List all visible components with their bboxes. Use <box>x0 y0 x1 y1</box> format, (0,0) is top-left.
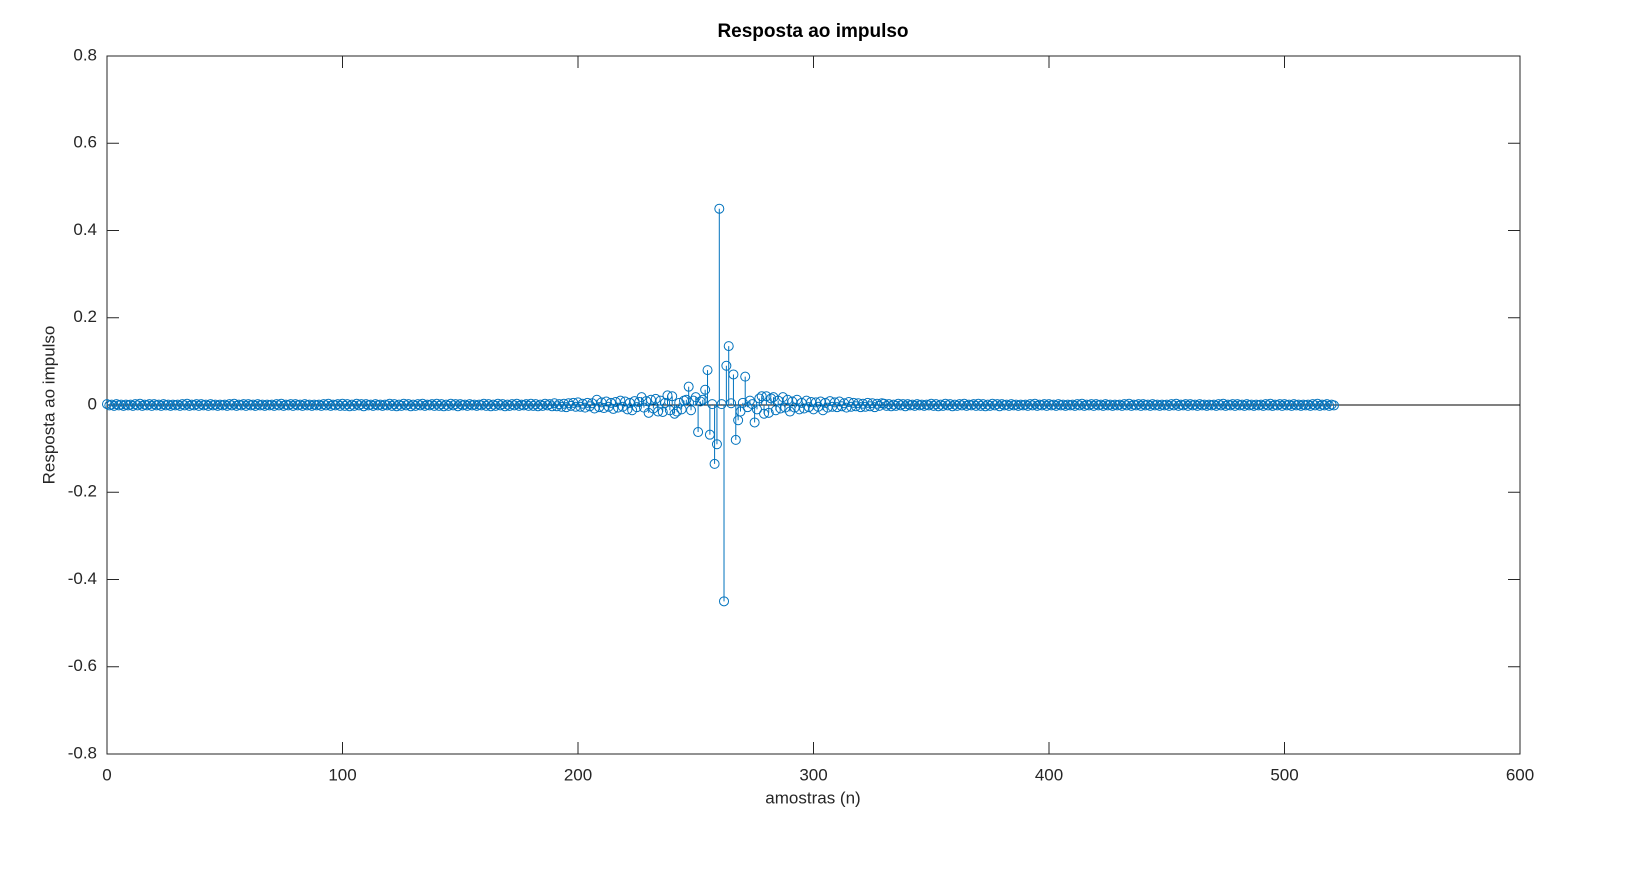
stem-marker <box>777 392 788 403</box>
stem-marker <box>719 596 730 607</box>
y-tick-label: 0.6 <box>73 133 97 152</box>
stem-marker <box>740 371 751 382</box>
stem-marker <box>711 439 722 450</box>
stem-marker <box>683 381 694 392</box>
x-tick-label: 500 <box>1270 765 1298 784</box>
stem-marker <box>841 402 852 413</box>
stem-marker <box>702 365 713 376</box>
stem-marker <box>794 404 805 415</box>
stem-marker <box>655 395 666 406</box>
y-tick-label: -0.8 <box>68 743 97 762</box>
y-tick-label: -0.2 <box>68 482 97 501</box>
stem-marker <box>657 406 668 417</box>
stem-marker <box>817 405 828 416</box>
stem-marker <box>770 405 781 416</box>
stem-marker <box>766 393 777 404</box>
stem-marker <box>582 397 593 408</box>
stem-marker <box>874 400 885 411</box>
stem-marker <box>763 407 774 418</box>
stem-marker <box>686 405 697 416</box>
stem-marker <box>721 360 732 371</box>
stem-marker <box>744 395 755 406</box>
stem-marker <box>801 395 812 406</box>
stem-marker <box>700 384 711 395</box>
stem-marker <box>749 417 760 428</box>
chart-title: Resposta ao impulso <box>717 21 908 42</box>
stem-marker <box>728 369 739 380</box>
stem-marker <box>726 398 737 409</box>
stem-marker <box>1324 400 1335 411</box>
x-tick-label: 0 <box>102 765 111 784</box>
stem-marker <box>615 395 626 406</box>
y-tick-label: 0.8 <box>73 45 97 64</box>
stem-marker <box>709 458 720 469</box>
stem-marker <box>730 434 741 445</box>
y-tick-label: 0 <box>88 394 97 413</box>
stem-marker <box>1321 399 1332 410</box>
stem-marker <box>754 393 765 404</box>
stem-marker <box>693 427 704 438</box>
stem-marker <box>723 341 734 352</box>
stem-marker <box>591 394 602 405</box>
stem-marker <box>631 402 642 413</box>
y-axis-label: Resposta ao impulso <box>39 326 58 485</box>
stem-marker <box>761 391 772 402</box>
stem-marker <box>613 402 624 413</box>
y-tick-label: -0.6 <box>68 656 97 675</box>
stem-marker <box>714 203 725 214</box>
x-tick-label: 400 <box>1035 765 1063 784</box>
x-tick-label: 300 <box>799 765 827 784</box>
stem-marker <box>608 403 619 414</box>
stem-marker <box>751 404 762 415</box>
stem-marker <box>843 396 854 407</box>
y-tick-label: 0.2 <box>73 307 97 326</box>
stem-marker <box>667 391 678 402</box>
stem-marker <box>775 403 786 414</box>
stem-marker <box>1328 400 1339 411</box>
y-tick-label: 0.4 <box>73 220 97 239</box>
stem-marker <box>650 393 661 404</box>
stem-marker <box>662 390 673 401</box>
stem-marker <box>669 408 680 419</box>
x-tick-label: 200 <box>564 765 592 784</box>
x-axis-label: amostras (n) <box>765 788 860 807</box>
stem-marker <box>759 408 770 419</box>
stem-marker <box>681 394 692 405</box>
stem-marker <box>660 397 671 408</box>
x-tick-label: 100 <box>328 765 356 784</box>
y-tick-label: -0.4 <box>68 569 97 588</box>
x-tick-label: 600 <box>1506 765 1534 784</box>
